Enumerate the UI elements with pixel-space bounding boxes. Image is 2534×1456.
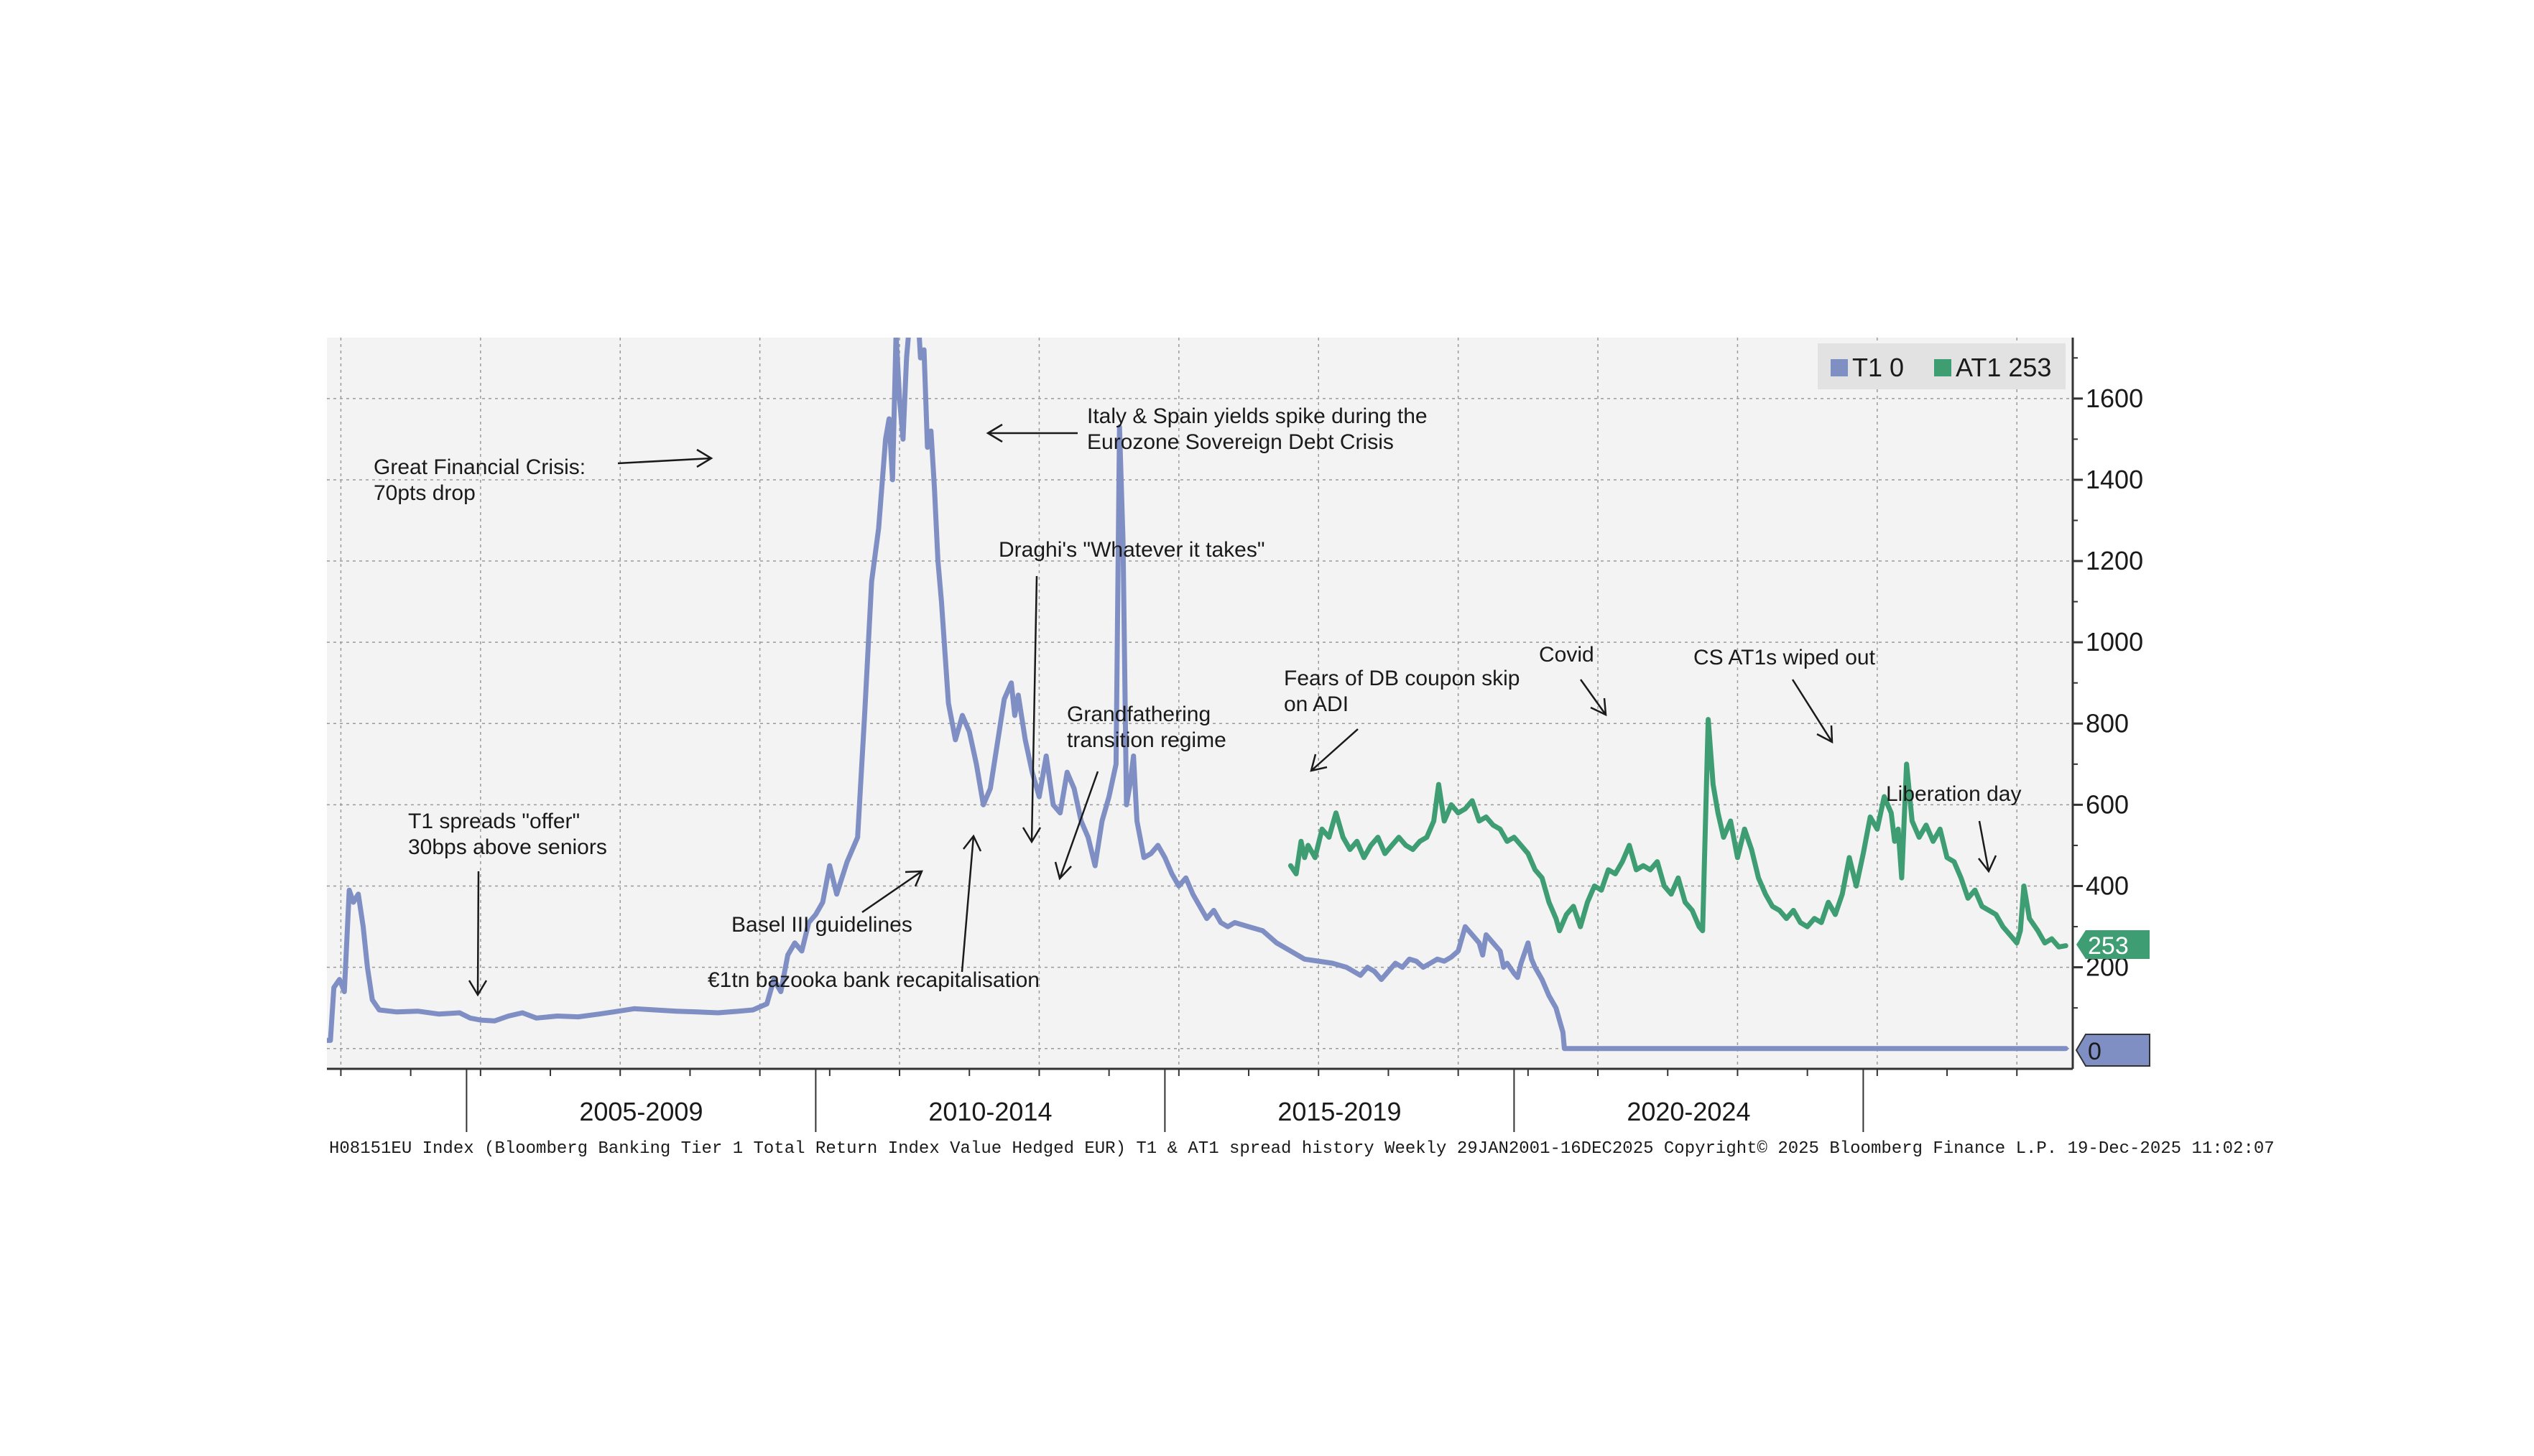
series-layer bbox=[327, 338, 2068, 1052]
grid-lines bbox=[327, 338, 2073, 1069]
arrowhead-draghi bbox=[1022, 827, 1042, 844]
y-tick-label: 800 bbox=[2086, 708, 2129, 738]
legend-at1-label: AT1 253 bbox=[1956, 353, 2051, 382]
arrowhead-liberation bbox=[1978, 855, 1997, 873]
arrowhead-cs bbox=[1816, 725, 1834, 744]
annotation-bazooka: €1tn bazooka bank recapitalisation bbox=[708, 968, 1040, 992]
arrow-grandfathering bbox=[1058, 771, 1099, 879]
arrow-cs bbox=[1791, 679, 1834, 743]
y-tick-label: 600 bbox=[2086, 789, 2129, 819]
arrow-db bbox=[1310, 728, 1359, 771]
arrow-gfc bbox=[617, 457, 712, 465]
annotation-liberation: Liberation day bbox=[1886, 782, 2021, 806]
arrow-covid bbox=[1579, 679, 1607, 715]
legend-t1-label: T1 0 bbox=[1852, 353, 1904, 382]
arrowhead-covid bbox=[1590, 697, 1607, 717]
footer-source: H08151EU Index (Bloomberg Banking Tier 1… bbox=[329, 1139, 2275, 1159]
at1-last-value-text: 253 bbox=[2088, 932, 2129, 960]
arrowhead-gfc bbox=[696, 448, 713, 468]
series-line-at1 bbox=[1287, 717, 2068, 950]
x-period-label: 2005-2009 bbox=[579, 1097, 703, 1126]
annotation-draghi: Draghi's "Whatever it takes" bbox=[999, 538, 1265, 562]
y-tick-label: 400 bbox=[2086, 871, 2129, 901]
y-tick-label: 1200 bbox=[2086, 546, 2143, 575]
at1-last-value-tag bbox=[2076, 930, 2150, 959]
annotation-grandfathering: Grandfathering transition regime bbox=[1067, 703, 1226, 752]
x-period-label: 2020-2024 bbox=[1627, 1097, 1750, 1126]
annotation-eurozone: Italy & Spain yields spike during the Eur… bbox=[1087, 404, 1428, 454]
arrow-draghi bbox=[1030, 575, 1038, 843]
last-value-tags: 253 0 bbox=[2075, 930, 2150, 1067]
annotation-covid: Covid bbox=[1539, 643, 1594, 667]
legend-at1-swatch bbox=[1934, 359, 1951, 376]
series-line-t1 bbox=[327, 338, 2068, 1052]
plot-background bbox=[327, 338, 2073, 1069]
arrowhead-bazooka bbox=[963, 834, 982, 852]
t1-last-value-tag bbox=[2075, 1034, 2150, 1067]
arrowhead-basel bbox=[905, 870, 923, 887]
arrowhead-db bbox=[1310, 753, 1328, 772]
x-period-label: 2010-2014 bbox=[928, 1097, 1052, 1126]
arrowhead-grandfathering bbox=[1054, 861, 1072, 881]
legend: T1 0 AT1 253 bbox=[1818, 343, 2066, 389]
annotations: Great Financial Crisis: 70pts drop Italy … bbox=[374, 404, 2021, 992]
arrow-liberation bbox=[1978, 820, 1990, 872]
arrow-bazooka bbox=[961, 835, 975, 973]
x-period-label: 2015-2019 bbox=[1277, 1097, 1401, 1126]
x-axis-ticks: 2005-2009 2010-2014 2015-2019 2020-2024 bbox=[340, 1069, 2018, 1132]
y-tick-label: 1400 bbox=[2086, 465, 2143, 494]
arrowhead-eurozone bbox=[986, 423, 1003, 443]
annotation-arrows bbox=[468, 423, 1997, 997]
annotation-db: Fears of DB coupon skip on ADI bbox=[1284, 667, 1520, 716]
legend-t1-swatch bbox=[1831, 359, 1848, 376]
annotation-cs: CS AT1s wiped out bbox=[1693, 646, 1876, 669]
y-tick-label: 1000 bbox=[2086, 627, 2143, 657]
annotation-gfc: Great Financial Crisis: 70pts drop bbox=[374, 455, 586, 505]
arrowhead-t1-offer bbox=[468, 980, 488, 997]
arrow-basel bbox=[861, 870, 922, 914]
y-tick-label: 1600 bbox=[2086, 384, 2143, 413]
annotation-basel: Basel III guidelines bbox=[731, 913, 912, 937]
t1-last-value-text: 0 bbox=[2088, 1038, 2101, 1065]
annotation-t1-offer: T1 spreads "offer" 30bps above seniors bbox=[408, 810, 607, 859]
